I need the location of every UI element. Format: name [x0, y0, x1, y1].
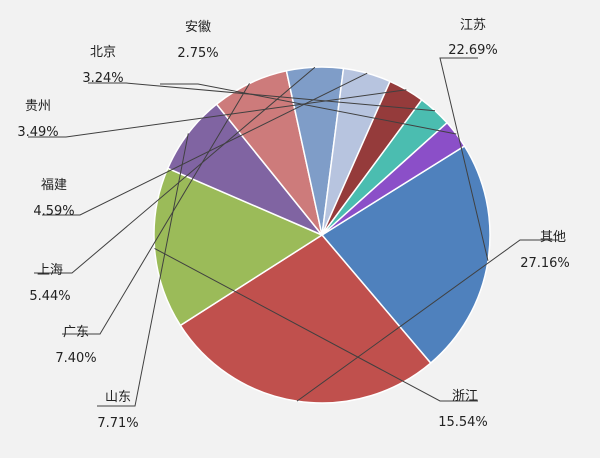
- slice-label-6: 上海: [37, 263, 63, 278]
- leader-line-4: [97, 133, 189, 407]
- slice-percent-1: 22.69%: [448, 43, 498, 58]
- leader-line-3: [154, 247, 478, 402]
- slice-label-3: 浙江: [452, 389, 478, 404]
- slice-percent-4: 7.71%: [97, 416, 138, 431]
- slice-percent-2: 27.16%: [520, 256, 570, 271]
- slice-label-1: 江苏: [460, 17, 486, 33]
- slice-label-4: 山东: [105, 390, 131, 405]
- leader-lines-layer: [28, 57, 558, 407]
- leader-line-10: [160, 83, 457, 135]
- slice-label-9: 北京: [90, 45, 116, 60]
- slice-percent-6: 5.44%: [29, 289, 70, 304]
- leader-line-6: [34, 66, 316, 274]
- slice-percent-7: 4.59%: [33, 204, 74, 219]
- slice-label-8: 贵州: [25, 99, 51, 114]
- slice-label-5: 广东: [63, 325, 89, 340]
- slice-percent-8: 3.49%: [17, 125, 58, 140]
- slice-percent-9: 3.24%: [82, 71, 123, 86]
- slice-percent-3: 15.54%: [438, 415, 488, 430]
- slice-label-10: 安徽: [185, 20, 211, 35]
- slice-percent-10: 2.75%: [177, 46, 218, 61]
- slice-label-7: 福建: [41, 178, 67, 193]
- data-labels-layer: 江苏 22.69% 其他 27.16% 浙江 15.54% 山东 7.71% 广东 7.40% 上海…: [17, 17, 569, 431]
- leader-line-9: [88, 82, 436, 112]
- leader-line-2: [296, 239, 558, 402]
- slices-layer: [153, 66, 491, 404]
- leader-line-8: [28, 89, 407, 138]
- leader-line-1: [439, 57, 489, 261]
- slice-percent-5: 7.40%: [55, 351, 96, 366]
- leader-line-5: [62, 83, 250, 335]
- leader-line-7: [42, 72, 368, 216]
- slice-label-2: 其他: [540, 230, 566, 245]
